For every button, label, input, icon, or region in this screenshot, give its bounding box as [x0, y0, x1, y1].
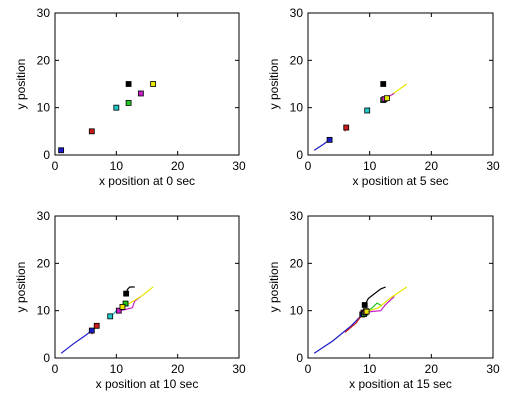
x-tick-label: 10 [363, 362, 377, 376]
x-axis-label: x position at 5 sec [352, 174, 448, 188]
x-axis-label: x position at 10 sec [96, 377, 199, 391]
x-tick-label: 20 [171, 362, 185, 376]
x-tick-label: 30 [486, 362, 500, 376]
x-tick-label: 0 [52, 362, 59, 376]
x-tick-label: 10 [363, 159, 377, 173]
y-tick-label: 10 [290, 101, 304, 115]
subplot-0: 0 10 20 30 0 10 20 30 x position at 0 sec y posit… [14, 6, 246, 188]
data-point [113, 104, 120, 111]
trajectory-line [60, 330, 93, 354]
y-tick-label: 0 [43, 351, 50, 365]
x-tick-label: 0 [305, 159, 312, 173]
x-tick-label: 20 [425, 362, 439, 376]
x-tick-label: 0 [52, 159, 59, 173]
axes-box [54, 12, 240, 156]
data-point [58, 147, 65, 154]
data-point [137, 90, 144, 97]
x-tick-label: 10 [110, 362, 124, 376]
data-point [88, 128, 95, 135]
data-point [125, 100, 132, 106]
x-axis-label: x position at 15 sec [349, 377, 452, 391]
y-tick-label: 10 [37, 304, 51, 318]
data-point [364, 107, 371, 114]
subplot-3: 0 10 20 30 0 10 20 30 x position at 15 sec y posi… [267, 209, 500, 391]
data-point [122, 300, 129, 307]
axes-box [307, 12, 494, 156]
y-tick-label: 10 [37, 101, 51, 115]
data-point [343, 124, 350, 131]
y-tick-label: 30 [37, 209, 51, 223]
x-axis-label: x position at 0 sec [99, 174, 195, 188]
data-point [384, 95, 390, 102]
y-tick-label: 20 [37, 256, 51, 270]
y-axis-label: y position [14, 262, 28, 313]
x-tick-label: 20 [425, 159, 439, 173]
axes-box [54, 215, 240, 359]
y-tick-label: 30 [290, 209, 304, 223]
data-point [361, 302, 368, 308]
data-point [125, 81, 132, 87]
data-point [150, 81, 157, 87]
data-point [119, 303, 126, 310]
x-tick-label: 20 [171, 159, 185, 173]
y-tick-label: 0 [296, 148, 303, 162]
x-tick-label: 0 [305, 362, 312, 376]
y-tick-label: 20 [290, 53, 304, 67]
data-point [326, 136, 333, 143]
y-axis-label: y position [267, 262, 281, 313]
axes-box [307, 215, 494, 359]
y-tick-label: 30 [37, 6, 51, 20]
x-tick-label: 30 [486, 159, 500, 173]
y-tick-label: 20 [290, 256, 304, 270]
data-point [107, 313, 114, 320]
data-point [380, 81, 387, 87]
trajectory-line [313, 314, 363, 354]
y-tick-label: 0 [296, 351, 303, 365]
data-point [115, 307, 122, 314]
subplot-2: 0 10 20 30 0 10 20 30 x position at 10 sec y posi… [14, 209, 246, 391]
data-point [363, 308, 370, 315]
data-point [88, 327, 95, 334]
trajectory-line [364, 286, 386, 306]
y-tick-label: 30 [290, 6, 304, 20]
trajectory-line [366, 286, 408, 313]
data-point [93, 322, 100, 329]
subplot-1: 0 10 20 30 0 10 20 30 x position at 5 sec y posit… [267, 6, 500, 188]
y-axis-label: y position [14, 59, 28, 110]
x-tick-label: 30 [232, 159, 246, 173]
y-tick-label: 20 [37, 53, 51, 67]
y-axis-label: y position [267, 59, 281, 110]
x-tick-label: 30 [232, 362, 246, 376]
y-tick-label: 10 [290, 304, 304, 318]
data-point [123, 290, 130, 297]
x-tick-label: 10 [110, 159, 124, 173]
y-tick-label: 0 [43, 148, 50, 162]
